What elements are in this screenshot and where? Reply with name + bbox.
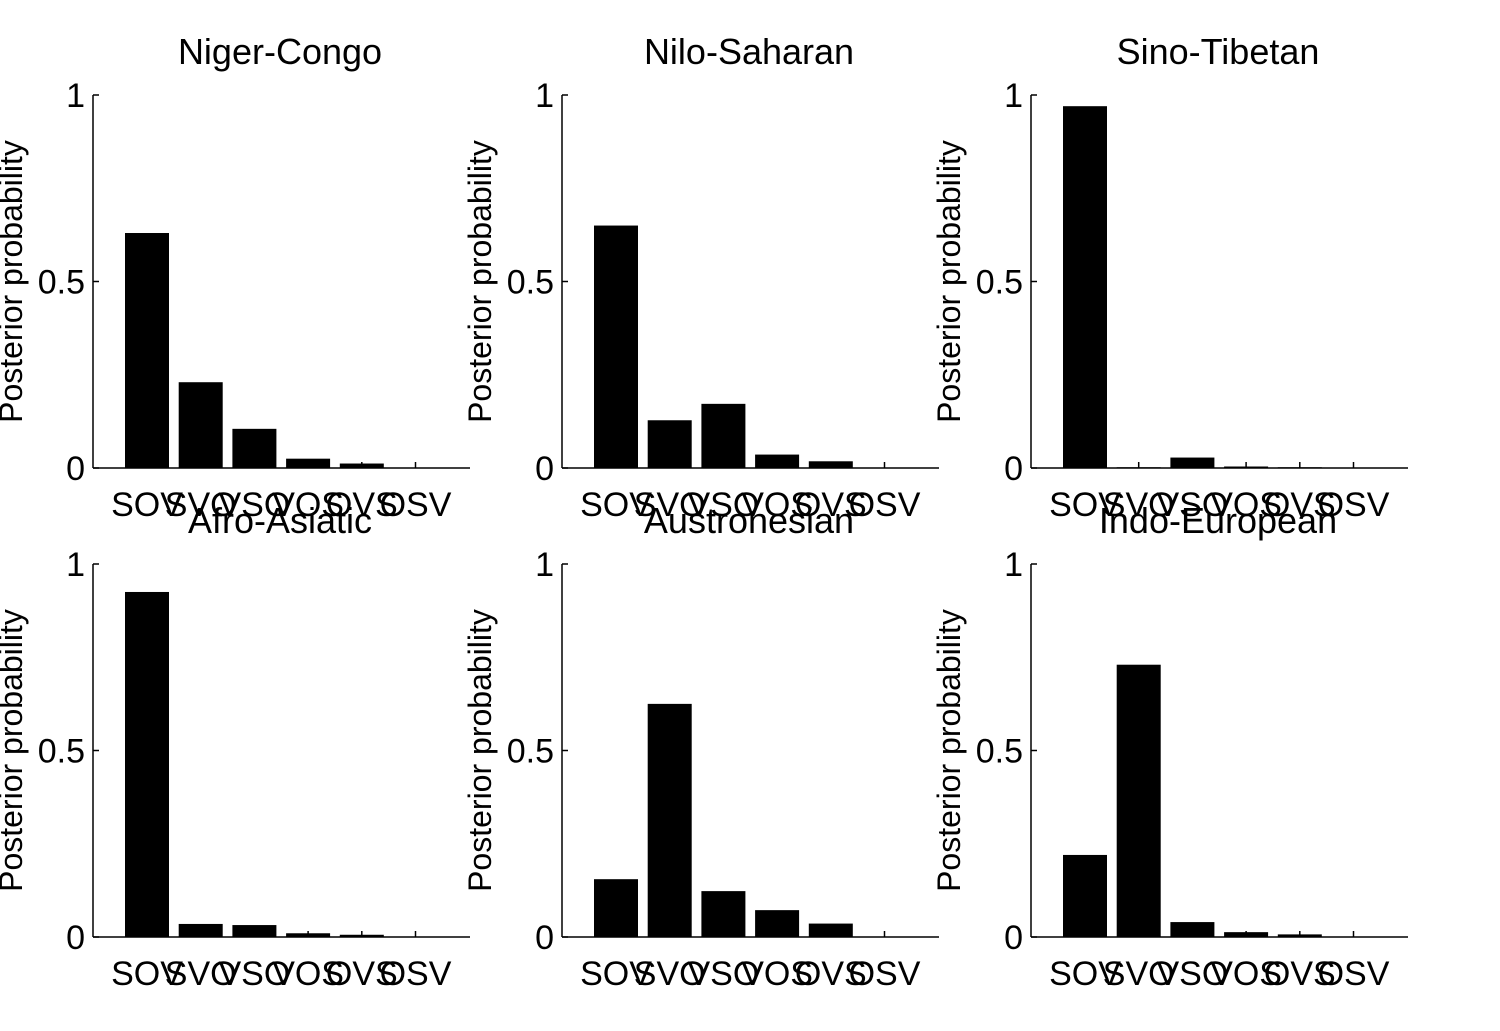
x-tick-label-sov: SOV <box>1049 486 1121 524</box>
y-tick-label: 0.5 <box>38 264 85 302</box>
y-tick-label: 0.5 <box>976 264 1023 302</box>
y-axis-label: Posterior probability <box>931 140 967 423</box>
x-tick-label-sov: SOV <box>580 955 652 993</box>
x-tick-label-vso: VSO <box>218 955 290 993</box>
y-axis-label: Posterior probability <box>462 609 498 892</box>
x-tick-label-vos: VOS <box>741 955 813 993</box>
x-tick-label-svo: SVO <box>165 955 237 993</box>
y-tick-label: 0.5 <box>976 733 1023 771</box>
bar-vso <box>1170 922 1215 937</box>
bar-svo <box>647 420 692 468</box>
x-tick-label-sov: SOV <box>580 486 652 524</box>
x-tick-label-sov: SOV <box>1049 955 1121 993</box>
x-tick-label-vos: VOS <box>272 955 344 993</box>
y-tick-label: 1 <box>66 546 85 584</box>
x-tick-label-osv: OSV <box>380 955 452 993</box>
panel-title: Niger-Congo <box>178 31 382 72</box>
x-tick-label-vso: VSO <box>1156 486 1228 524</box>
x-tick-label-sov: SOV <box>111 486 183 524</box>
x-tick-label-ovs: OVS <box>1264 955 1336 993</box>
x-tick-label-vos: VOS <box>1210 955 1282 993</box>
bar-sov <box>594 879 638 937</box>
y-tick-label: 0 <box>66 450 85 488</box>
x-tick-label-svo: SVO <box>1103 486 1175 524</box>
y-tick-label: 1 <box>1004 77 1023 115</box>
bar-svo <box>1116 664 1161 937</box>
x-tick-label-svo: SVO <box>165 486 237 524</box>
x-tick-label-vso: VSO <box>687 955 759 993</box>
y-tick-label: 0 <box>535 450 554 488</box>
x-tick-label-ovs: OVS <box>795 955 867 993</box>
bar-sov <box>1063 854 1107 937</box>
panel-title: Nilo-Saharan <box>644 31 854 72</box>
x-tick-label-vos: VOS <box>1210 486 1282 524</box>
panel-title: Sino-Tibetan <box>1117 31 1320 72</box>
y-tick-label: 0 <box>1004 450 1023 488</box>
y-tick-label: 0 <box>1004 919 1023 957</box>
bar-vso <box>701 403 746 468</box>
x-tick-label-vos: VOS <box>272 486 344 524</box>
x-tick-label-ovs: OVS <box>1264 486 1336 524</box>
panel-1: Nilo-Saharan Posterior probability 0 0.5 1 SO… <box>462 31 939 524</box>
y-tick-label: 0.5 <box>38 733 85 771</box>
y-tick-label: 0.5 <box>507 264 554 302</box>
y-tick-label: 1 <box>66 77 85 115</box>
bar-svo <box>178 923 223 937</box>
y-axis-label: Posterior probability <box>0 609 29 892</box>
x-tick-label-sov: SOV <box>111 955 183 993</box>
x-tick-label-ovs: OVS <box>326 486 398 524</box>
x-tick-label-vso: VSO <box>1156 955 1228 993</box>
y-tick-label: 0 <box>535 919 554 957</box>
y-tick-label: 0.5 <box>507 733 554 771</box>
y-tick-label: 1 <box>1004 546 1023 584</box>
panel-3: Afro-Asiatic Posterior probability 0 0.5 1 SO… <box>0 500 470 993</box>
panel-title: Austronesian <box>644 500 854 541</box>
panel-title: Afro-Asiatic <box>188 500 372 541</box>
x-tick-label-ovs: OVS <box>326 955 398 993</box>
bar-sov <box>125 233 169 468</box>
bar-vso <box>232 428 277 468</box>
bar-sov <box>125 591 169 937</box>
y-tick-label: 0 <box>66 919 85 957</box>
x-tick-label-osv: OSV <box>849 486 921 524</box>
x-tick-label-vso: VSO <box>218 486 290 524</box>
x-tick-label-osv: OSV <box>1318 486 1390 524</box>
bar-sov <box>1063 106 1107 468</box>
y-axis-label: Posterior probability <box>931 609 967 892</box>
bar-vos <box>755 454 800 468</box>
bar-svo <box>178 382 223 468</box>
bar-svo <box>647 703 692 937</box>
panel-4: Austronesian Posterior probability 0 0.5 1 SO… <box>462 500 939 993</box>
bar-sov <box>594 225 638 468</box>
x-tick-label-vso: VSO <box>687 486 759 524</box>
x-tick-label-osv: OSV <box>380 486 452 524</box>
panel-2: Sino-Tibetan Posterior probability 0 0.5 1 SO… <box>931 31 1408 524</box>
x-tick-label-svo: SVO <box>1103 955 1175 993</box>
bar-vso <box>701 891 746 937</box>
bar-ovs <box>808 923 853 937</box>
x-tick-label-vos: VOS <box>741 486 813 524</box>
y-axis-label: Posterior probability <box>0 140 29 423</box>
panel-0: Niger-Congo Posterior probability 0 0.5 1 SOV… <box>0 31 470 524</box>
y-axis-label: Posterior probability <box>462 140 498 423</box>
y-tick-label: 1 <box>535 546 554 584</box>
x-tick-label-ovs: OVS <box>795 486 867 524</box>
x-tick-label-svo: SVO <box>634 486 706 524</box>
x-tick-label-osv: OSV <box>1318 955 1390 993</box>
y-tick-label: 1 <box>535 77 554 115</box>
x-tick-label-svo: SVO <box>634 955 706 993</box>
panel-title: Indo-European <box>1099 500 1337 541</box>
panel-5: Indo-European Posterior probability 0 0.5 1 S… <box>931 500 1408 993</box>
x-tick-label-osv: OSV <box>849 955 921 993</box>
